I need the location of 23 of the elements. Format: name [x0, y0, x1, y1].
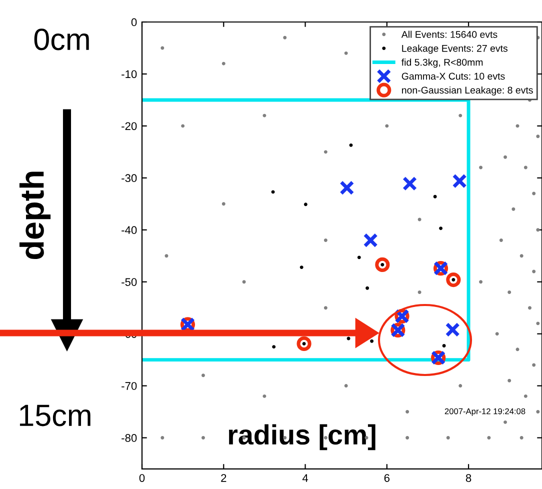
y-tick-label: -10 [122, 70, 137, 78]
legend-label: fid 5.3kg, R<80mm [402, 58, 483, 68]
x-tick-label: 6 [384, 474, 390, 482]
legend-label: non-Gaussian Leakage: 8 evts [402, 86, 533, 96]
annotation: 2007-Apr-12 19:24:08 [444, 408, 526, 416]
legend-label: Leakage Events: 27 evts [402, 44, 508, 54]
legend-label: Gamma-X Cuts: 10 evts [402, 72, 505, 80]
x-tick-label: 0 [139, 474, 145, 482]
x-tick-label: 4 [302, 474, 308, 482]
y-tick-label: -70 [122, 382, 137, 390]
x-tick-label: 2 [221, 474, 226, 482]
y-tick-label: -40 [122, 226, 137, 234]
x-axis-title: radius [cm] [228, 424, 376, 450]
text: 0cm [34, 28, 89, 50]
x-tick-label: 8 [466, 474, 472, 482]
text: depth [19, 172, 51, 259]
y-tick-label: -50 [122, 278, 137, 286]
legend-label: All Events: 15640 evts [401, 30, 498, 38]
text: 15cm [20, 404, 90, 426]
y-tick-label: -80 [122, 434, 137, 442]
y-tick-label: -30 [122, 174, 137, 182]
y-tick-label: 0 [131, 18, 137, 26]
y-tick-label: -20 [122, 122, 137, 130]
